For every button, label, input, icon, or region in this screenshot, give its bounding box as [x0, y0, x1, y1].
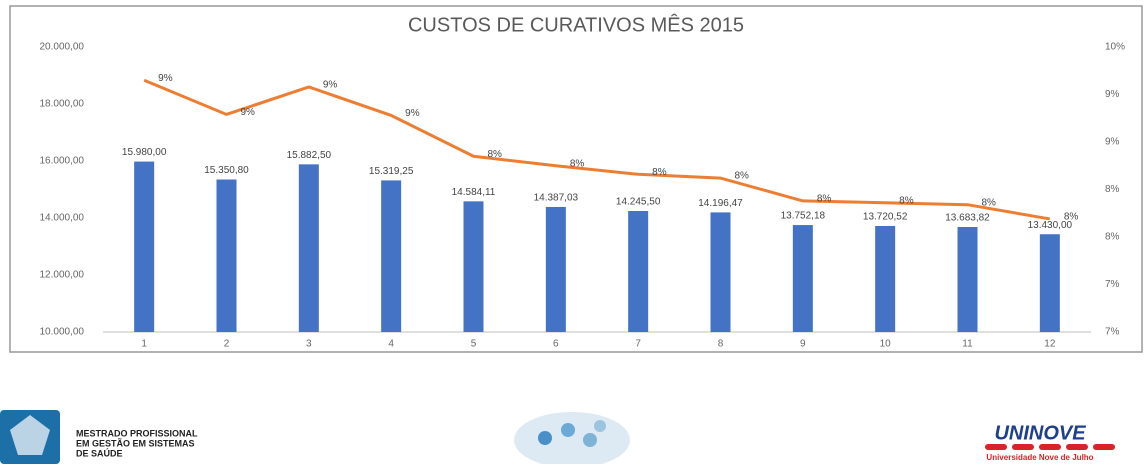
line-value-label: 8%: [488, 149, 503, 160]
y-tick-label: 20.000,00: [40, 42, 85, 53]
bar: [711, 212, 731, 332]
footer-text: DE SAÚDE: [76, 447, 123, 458]
bar: [628, 211, 648, 332]
center-logo: [514, 412, 630, 464]
line-value-label: 8%: [817, 194, 832, 205]
bar-value-label: 13.683,82: [945, 213, 990, 224]
y2-tick-label: 8%: [1105, 184, 1120, 195]
x-tick-label: 1: [141, 339, 147, 350]
bar: [875, 226, 895, 332]
line-value-label: 9%: [241, 107, 256, 118]
bar-value-label: 14.584,11: [452, 187, 496, 198]
left-logo: MESTRADO PROFISSIONAL EM GESTÃO EM SISTE…: [0, 410, 198, 464]
line-value-label: 9%: [158, 73, 173, 84]
bar-value-label: 15.350,80: [204, 165, 249, 176]
bar-value-label: 14.245,50: [616, 197, 661, 208]
bar: [958, 227, 978, 332]
icon: [583, 433, 597, 447]
footer-text: MESTRADO PROFISSIONAL: [76, 428, 198, 438]
line-value-label: 9%: [405, 108, 420, 119]
y-tick-label: 14.000,00: [40, 213, 85, 224]
uninove-logo: UNINOVE: [994, 422, 1086, 444]
y-tick-label: 16.000,00: [40, 156, 85, 167]
y2-tick-label: 7%: [1105, 327, 1120, 338]
logo-bar: [1066, 444, 1088, 450]
bar: [546, 207, 566, 332]
uninove-subtitle: Universidade Nove de Julho: [986, 453, 1093, 462]
bar: [1040, 234, 1060, 332]
icon: [561, 423, 575, 437]
bar-value-label: 13.720,52: [863, 212, 908, 223]
y2-tick-label: 10%: [1105, 42, 1125, 53]
x-tick-label: 4: [388, 339, 394, 350]
bar-value-label: 14.387,03: [534, 193, 579, 204]
logo-bar: [1093, 444, 1115, 450]
line-value-label: 8%: [899, 195, 914, 206]
line-value-label: 8%: [652, 167, 667, 178]
x-tick-label: 10: [880, 339, 892, 350]
line-value-label: 8%: [1064, 212, 1079, 223]
y-tick-label: 18.000,00: [40, 99, 85, 110]
x-tick-label: 9: [800, 339, 806, 350]
line-value-label: 8%: [570, 158, 585, 169]
x-tick-label: 12: [1044, 339, 1056, 350]
y2-tick-label: 9%: [1105, 137, 1120, 148]
x-tick-label: 6: [553, 339, 559, 350]
x-tick-label: 7: [635, 339, 641, 350]
bar-value-label: 15.980,00: [122, 147, 167, 158]
icon: [594, 420, 606, 432]
bar-value-label: 13.752,18: [781, 211, 826, 222]
line-value-label: 8%: [735, 171, 750, 182]
bar: [464, 201, 484, 332]
bar: [299, 164, 319, 332]
page: CUSTOS DE CURATIVOS MÊS 2015 10.000,0012…: [0, 0, 1144, 464]
bar: [793, 225, 813, 332]
y2-tick-label: 7%: [1105, 279, 1120, 290]
right-logo: UNINOVE Universidade Nove de Julho: [985, 422, 1115, 462]
bar: [134, 162, 154, 332]
bar-value-label: 14.196,47: [698, 198, 743, 209]
globe: [514, 412, 630, 464]
logo-bar: [985, 444, 1007, 450]
footer-text: EM GESTÃO EM SISTEMAS: [76, 438, 195, 448]
icon: [538, 431, 552, 445]
y2-tick-label: 8%: [1105, 232, 1120, 243]
bar-value-label: 15.882,50: [287, 150, 332, 161]
y2-tick-label: 9%: [1105, 89, 1120, 100]
x-tick-label: 5: [471, 339, 477, 350]
chart-title: CUSTOS DE CURATIVOS MÊS 2015: [408, 13, 744, 36]
x-tick-label: 2: [224, 339, 230, 350]
x-tick-label: 11: [962, 339, 973, 350]
bar: [217, 180, 237, 332]
logo-bar: [1012, 444, 1034, 450]
bar-value-label: 15.319,25: [369, 166, 414, 177]
x-tick-label: 3: [306, 339, 312, 350]
line-value-label: 8%: [982, 197, 997, 208]
logo-bar: [1039, 444, 1061, 450]
line-value-label: 9%: [323, 80, 338, 91]
bar: [381, 180, 401, 332]
y-tick-label: 12.000,00: [40, 270, 85, 281]
x-tick-label: 8: [718, 339, 724, 350]
y-tick-label: 10.000,00: [40, 327, 85, 338]
